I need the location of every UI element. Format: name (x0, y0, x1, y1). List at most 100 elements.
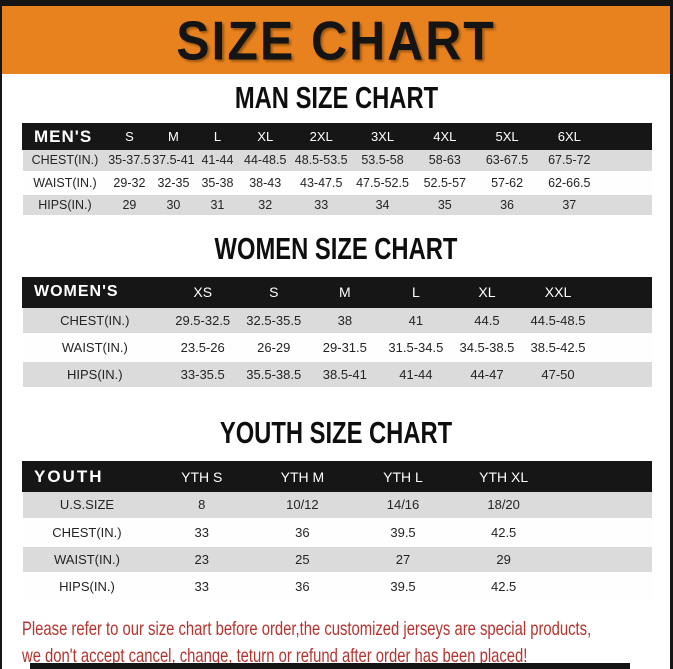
value-cell: 62-66.5 (538, 171, 601, 195)
spacer-cell (553, 545, 652, 574)
size-header-cell: XL (450, 276, 523, 308)
measurement-row: CHEST(IN.) 33 36 39.5 42.5 (22, 518, 652, 547)
value-cell: 39.5 (352, 572, 454, 601)
youth-section-heading: YOUTH SIZE CHART (219, 416, 453, 450)
value-cell: 35-37.5 (107, 149, 152, 173)
measurement-row: WAIST(IN.) 23 25 27 29 (22, 545, 652, 574)
size-header-cell: YTH M (251, 461, 354, 492)
value-cell: 38-43 (239, 171, 292, 195)
value-cell: 29 (107, 193, 152, 217)
value-cell: 44-47 (451, 360, 523, 389)
value-cell: 57-62 (475, 171, 539, 195)
size-header-cell: M (308, 276, 381, 308)
spacer-cell (553, 491, 652, 520)
value-cell: 8 (151, 491, 253, 520)
value-cell: 41-44 (195, 149, 240, 173)
table-title-cell: MEN'S (22, 123, 108, 150)
value-cell: 41 (380, 306, 452, 335)
youth-table-wrapper: YOUTH YTH S YTH M YTH L YTH XL U.S.SIZE 8 10/12… (2, 461, 670, 601)
row-label-cell: WAIST(IN.) (22, 333, 168, 362)
table-title-cell: YOUTH (22, 461, 152, 492)
value-cell: 38.5-41 (309, 360, 381, 389)
value-cell: 58-63 (413, 149, 476, 173)
value-cell: 32-35 (151, 171, 196, 195)
value-cell: 33 (291, 193, 352, 217)
value-cell: 33-35.5 (167, 360, 239, 389)
size-header-cell: XS (166, 276, 239, 308)
value-cell: 39.5 (352, 518, 454, 547)
size-header-cell: 5XL (475, 123, 539, 150)
spacer-cell (593, 306, 652, 335)
value-cell: 32.5-35.5 (238, 306, 310, 335)
man-size-section: MAN SIZE CHART MEN'S S M L XL 2XL 3XL 4XL 5XL 6XL… (2, 74, 670, 217)
size-header-cell: 6XL (537, 123, 601, 150)
value-cell: 36 (475, 193, 539, 217)
measurement-row: U.S.SIZE 8 10/12 14/16 18/20 (22, 491, 652, 520)
size-header-cell: XXL (521, 276, 595, 308)
value-cell: 36 (252, 572, 353, 601)
value-cell: 31 (195, 193, 240, 217)
value-cell: 26-29 (238, 333, 310, 362)
measurement-row: HIPS(IN.) 33 36 39.5 42.5 (22, 572, 652, 601)
measurement-row: HIPS(IN.) 33-35.5 35.5-38.5 38.5-41 41-44 44-… (22, 360, 652, 389)
value-cell: 29-32 (107, 171, 152, 195)
value-cell: 30 (151, 193, 196, 217)
measurement-row: CHEST(IN.) 29.5-32.5 32.5-35.5 38 41 44.5 44.5… (22, 306, 652, 335)
value-cell: 35-38 (195, 171, 240, 195)
note-line-1: Please refer to our size chart before or… (22, 617, 592, 640)
value-cell: 23 (151, 545, 253, 574)
value-cell: 34 (351, 193, 414, 217)
value-cell: 48.5-53.5 (291, 149, 352, 173)
value-cell: 34.5-38.5 (451, 333, 523, 362)
value-cell: 27 (352, 545, 454, 574)
size-header-cell: 4XL (413, 123, 477, 150)
row-label-cell: WAIST(IN.) (22, 545, 152, 574)
table-header-row: MEN'S S M L XL 2XL 3XL 4XL 5XL 6XL (22, 123, 653, 150)
size-header-cell: XL (238, 123, 292, 150)
note-line-2: we don't accept cancel, change, teturn o… (22, 645, 528, 668)
row-label-cell: HIPS(IN.) (22, 572, 152, 601)
value-cell: 14/16 (352, 491, 454, 520)
value-cell: 63-67.5 (475, 149, 539, 173)
value-cell: 38 (309, 306, 381, 335)
size-header-cell: 2XL (290, 123, 352, 150)
value-cell: 38.5-42.5 (522, 333, 594, 362)
size-header-cell: S (106, 123, 152, 150)
value-cell: 25 (252, 545, 353, 574)
youth-size-table: YOUTH YTH S YTH M YTH L YTH XL U.S.SIZE 8 10/12… (22, 461, 652, 601)
row-label-cell: HIPS(IN.) (22, 193, 108, 217)
spacer-cell (593, 276, 652, 308)
spacer-cell (600, 193, 652, 217)
spacer-cell (600, 171, 652, 195)
measurement-row: WAIST(IN.) 29-32 32-35 35-38 38-43 43-47.5 47.… (22, 171, 652, 195)
measurement-row: CHEST(IN.) 35-37.5 37.5-41 41-44 44-48.5 48.5… (22, 149, 652, 173)
size-header-cell: L (194, 123, 240, 150)
measurement-row: WAIST(IN.) 23.5-26 26-29 29-31.5 31.5-34.5 34… (22, 333, 652, 362)
table-title-cell: WOMEN'S (22, 276, 168, 308)
spacer-cell (553, 518, 652, 547)
value-cell: 44.5 (451, 306, 523, 335)
spacer-cell (599, 123, 653, 150)
spacer-cell (600, 149, 652, 173)
spacer-cell (553, 461, 652, 492)
value-cell: 33 (151, 518, 253, 547)
size-header-cell: YTH S (150, 461, 253, 492)
value-cell: 53.5-58 (351, 149, 414, 173)
value-cell: 42.5 (453, 518, 554, 547)
spacer-cell (553, 572, 652, 601)
order-policy-note: Please refer to our size chart before or… (22, 616, 670, 669)
table-header-row: YOUTH YTH S YTH M YTH L YTH XL (22, 461, 652, 492)
size-header-cell: 3XL (350, 123, 415, 150)
value-cell: 29-31.5 (309, 333, 381, 362)
spacer-cell (593, 333, 652, 362)
value-cell: 44.5-48.5 (522, 306, 594, 335)
women-section-heading: WOMEN SIZE CHART (214, 231, 458, 266)
size-header-cell: YTH L (352, 461, 454, 492)
value-cell: 35 (413, 193, 476, 217)
spacer-cell (593, 360, 652, 389)
size-header-cell: YTH XL (452, 461, 555, 492)
title-banner: SIZE CHART (2, 6, 670, 74)
row-label-cell: WAIST(IN.) (22, 171, 108, 195)
value-cell: 37.5-41 (151, 149, 196, 173)
value-cell: 29 (453, 545, 554, 574)
